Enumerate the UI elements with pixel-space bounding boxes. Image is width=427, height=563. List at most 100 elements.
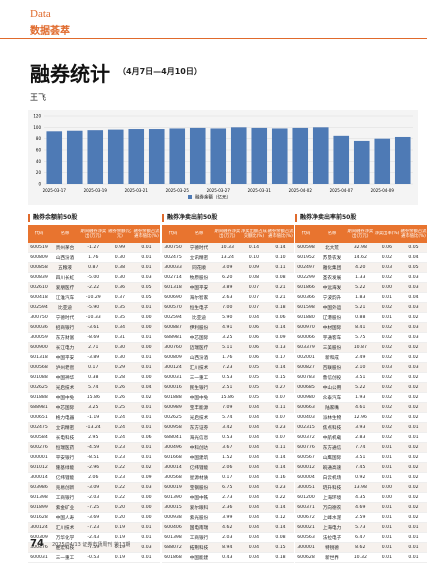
cell: 0.07 <box>248 305 259 310</box>
cell: 4.20 <box>355 265 366 270</box>
cell: 002714 <box>164 275 182 280</box>
cell: 600900 <box>30 345 48 350</box>
cell: 0.21 <box>275 285 286 290</box>
cell: 0.02 <box>408 375 419 380</box>
table-row: 300051 琏升科技 13.98 0.00 0.02 <box>295 483 427 493</box>
cell: 山鹰国际 <box>322 455 342 461</box>
author: 王飞 <box>30 93 46 102</box>
cell: 0.03 <box>408 325 419 330</box>
cell: 中国中铁 <box>189 495 209 501</box>
cell: 0.00 <box>141 505 152 510</box>
cell: 000858 <box>30 265 48 270</box>
table-row: 601868 中国能建 0.43 0.04 0.18 <box>162 553 294 563</box>
header-rule <box>0 38 427 39</box>
cell: -1.27 <box>87 245 100 250</box>
cell: 0.03 <box>408 285 419 290</box>
bar <box>87 130 104 184</box>
table-row: 600900 长江电力 2.71 0.30 0.00 <box>28 343 160 353</box>
cell: 0.01 <box>141 405 152 410</box>
cell: 0.07 <box>248 295 259 300</box>
table-row: 600970 中材国际 8.41 0.02 0.03 <box>295 323 427 333</box>
header-cell: 代码 <box>168 231 178 237</box>
header-cell: 融券余额占流通市值比(%) <box>400 228 427 240</box>
x-tick-label: 2025-04-07 <box>330 188 354 193</box>
cell: -8.69 <box>87 335 100 340</box>
table-row: 601390 中国中铁 2.73 0.04 0.22 <box>162 493 294 503</box>
cell: 601398 <box>164 535 182 540</box>
cell: 2.73 <box>222 495 233 500</box>
table-row: 300496 中科创达 3.67 0.04 0.11 <box>162 443 294 453</box>
cell: 000938 <box>164 515 182 520</box>
cell: 0.99 <box>114 245 125 250</box>
cell: 5.74 <box>222 415 233 420</box>
cell: 0.20 <box>114 505 125 510</box>
cell: 600276 <box>30 445 48 450</box>
cell: 中国平安 <box>55 355 75 361</box>
cell: 0.21 <box>275 295 286 300</box>
cell: 0.01 <box>141 335 152 340</box>
table-row: 600036 招商银行 -3.61 0.34 0.00 <box>28 323 160 333</box>
cell: 688981 <box>30 405 48 410</box>
cell: 300033 <box>164 265 182 270</box>
table-row: 600031 三一重工 0.53 0.05 0.15 <box>162 373 294 383</box>
cell: 0.14 <box>275 325 286 330</box>
cell: 隆基绿能 <box>55 465 75 471</box>
table-header: 代码 名称 期间融券净卖出(万元) 净卖出额占成交额比(%) 融券余额占流通市值比(%) <box>162 225 294 243</box>
header-cell: 代码 <box>34 231 44 237</box>
cell: 三一重工 <box>189 375 209 381</box>
cell: 0.01 <box>381 535 392 540</box>
cell: 0.02 <box>408 495 419 500</box>
cell: 上峰水泥 <box>322 515 342 521</box>
bar <box>148 129 165 184</box>
y-tick-label: 40 <box>36 159 42 164</box>
cell: 海光信息 <box>189 435 209 441</box>
table-row: 300124 汇川技术 7.23 0.05 0.14 <box>162 363 294 373</box>
cell: 紫金矿业 <box>55 505 75 511</box>
table-row: 002001 新和成 2.49 0.02 0.02 <box>295 353 427 363</box>
cell: 0.04 <box>248 415 259 420</box>
cell: 万华化学 <box>55 535 75 541</box>
cell: 0.01 <box>408 425 419 430</box>
table-row: 002497 雅化集团 4.20 0.03 0.05 <box>295 263 427 273</box>
cell: 0.01 <box>381 445 392 450</box>
cell: 10.87 <box>353 345 367 350</box>
cell: 工商银行 <box>55 495 75 501</box>
cell: 300014 <box>164 465 182 470</box>
cell: 中芯国际 <box>189 335 209 341</box>
cell: 0.17 <box>222 475 233 480</box>
bar <box>230 127 247 184</box>
cell: 恒生电子 <box>189 305 209 311</box>
cell: 1.76 <box>222 355 233 360</box>
cell: 0.06 <box>248 345 259 350</box>
cell: 300750 <box>30 315 48 320</box>
cell: 600036 <box>30 325 48 330</box>
cell: -0.53 <box>87 555 100 560</box>
cell: 0.35 <box>114 315 125 320</box>
cell: 中国外运 <box>322 305 342 311</box>
cell: 0.02 <box>381 405 392 410</box>
cell: 0.01 <box>141 455 152 460</box>
cell: 0.03 <box>381 365 392 370</box>
cell: 长电科技 <box>55 435 75 441</box>
cell: 0.02 <box>141 395 152 400</box>
cell: 众泰汽车 <box>322 395 342 401</box>
cell: 0.02 <box>381 425 392 430</box>
cell: 0.04 <box>248 455 259 460</box>
cell: 比亚迪 <box>58 305 72 311</box>
table-row: 600519 贵州茅台 -1.27 0.99 0.01 <box>28 243 160 253</box>
cell: 600598 <box>297 245 315 250</box>
cell: 0.29 <box>114 365 125 370</box>
cell: -2.22 <box>87 285 100 290</box>
cell: 0.01 <box>381 525 392 530</box>
table-row: 600066 宇通客车 5.75 0.02 0.03 <box>295 333 427 343</box>
cell: 0.02 <box>408 455 419 460</box>
cell: 0.23 <box>275 485 286 490</box>
cell: 0.07 <box>275 435 286 440</box>
cell: 百联股份 <box>322 365 342 371</box>
cell: 0.04 <box>248 555 259 560</box>
cell: 0.00 <box>381 495 392 500</box>
cell: 600372 <box>297 435 315 440</box>
cell: 0.14 <box>275 465 286 470</box>
cell: 0.04 <box>248 495 259 500</box>
cell: 0.28 <box>114 375 125 380</box>
